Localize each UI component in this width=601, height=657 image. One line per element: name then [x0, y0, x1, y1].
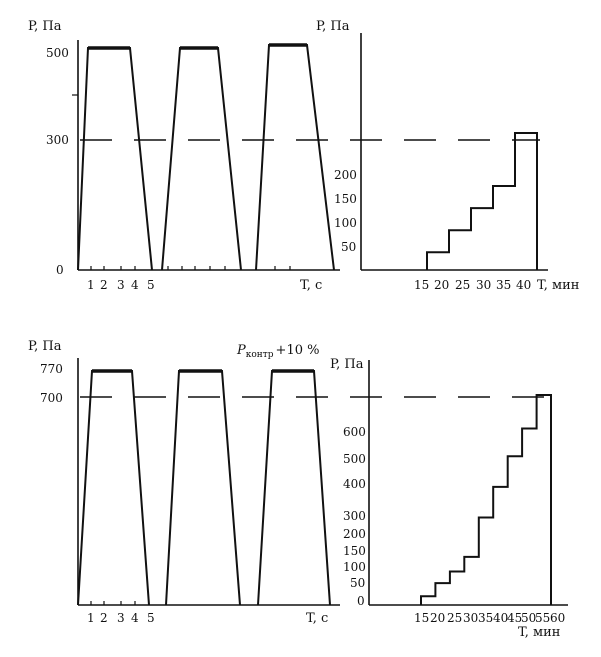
br-xtick-30: 30	[463, 611, 478, 625]
bl-annotation-sub: контр	[246, 350, 274, 360]
bl-xtick-1: 1	[87, 611, 95, 625]
tl-x-tick-marks	[90, 266, 291, 270]
bl-annotation-tail: +10 %	[276, 343, 320, 358]
br-step-line	[420, 394, 552, 605]
tr-ytick-150: 150	[334, 192, 357, 206]
br-xtick-60: 60	[550, 611, 565, 625]
tr-ytick-100: 100	[334, 216, 357, 230]
tr-xtick-30: 30	[476, 278, 491, 292]
bl-xtick-3: 3	[117, 611, 125, 625]
bl-x-tick-labels: 1 2 3 4 5	[87, 611, 155, 625]
tl-cycle-1	[77, 47, 153, 271]
tl-xtick-3: 3	[117, 278, 125, 292]
tl-x-tick-labels: 1 2 3 4 5	[87, 278, 155, 292]
tl-ylabel: P, Па	[28, 19, 62, 34]
br-xtick-25: 25	[447, 611, 462, 625]
br-ytick-200: 200	[343, 527, 366, 541]
tl-cycle-3	[255, 44, 335, 271]
bl-ytick-770: 770	[40, 362, 63, 376]
tr-xtick-15: 15	[414, 278, 429, 292]
bl-xtick-2: 2	[100, 611, 108, 625]
tr-xtick-40: 40	[516, 278, 531, 292]
tl-cycle-2	[161, 47, 242, 271]
tr-ytick-200: 200	[334, 168, 357, 182]
panel-bottom-right: P, Па T, мин 600 500 400 300 200 150 100…	[330, 357, 568, 640]
bl-xtick-4: 4	[131, 611, 139, 625]
br-y-tick-labels: 600 500 400 300 200 150 100 50 0	[343, 425, 366, 608]
tl-xtick-4: 4	[131, 278, 139, 292]
br-ylabel: P, Па	[330, 357, 364, 372]
br-x-tick-labels: 15 20 25 30 35 40 45 50 55 60	[414, 611, 565, 625]
panel-bottom-left: P, Па T, с Pконтр +10 % 770 700 1 2 3 4 5	[28, 339, 340, 626]
bl-cycle-1	[77, 370, 150, 606]
bl-ylabel: P, Па	[28, 339, 62, 354]
tl-xtick-5: 5	[147, 278, 155, 292]
br-ytick-600: 600	[343, 425, 366, 439]
br-xtick-20: 20	[430, 611, 445, 625]
tl-xlabel: T, с	[300, 278, 322, 293]
tr-xtick-20: 20	[434, 278, 449, 292]
tr-x-tick-labels: 15 20 25 30 35 40	[414, 278, 531, 292]
tl-xtick-2: 2	[100, 278, 108, 292]
bl-annotation-main: P	[236, 343, 246, 358]
br-ytick-150: 150	[343, 544, 366, 558]
tl-ytick-300: 300	[46, 133, 69, 147]
tl-ytick-500: 500	[46, 46, 69, 60]
tl-xtick-1: 1	[87, 278, 95, 292]
tr-ylabel: P, Па	[316, 19, 350, 34]
tr-xtick-35: 35	[496, 278, 511, 292]
panel-top-left: P, Па T, с 500 300 0 1 2 3 4 5	[28, 19, 340, 293]
bl-ytick-700: 700	[40, 391, 63, 405]
tl-y-tick-labels: 500 300 0	[46, 46, 69, 277]
tr-xtick-25: 25	[455, 278, 470, 292]
br-ytick-300: 300	[343, 509, 366, 523]
tr-xlabel: T, мин	[537, 278, 579, 293]
br-xtick-40: 40	[493, 611, 508, 625]
panel-top-right: P, Па T, мин 200 150 100 50 15 20 25 30 …	[316, 19, 579, 293]
br-xtick-50: 50	[521, 611, 536, 625]
br-xtick-35: 35	[478, 611, 493, 625]
tr-ytick-50: 50	[341, 240, 356, 254]
bl-annotation: Pконтр +10 %	[236, 343, 319, 360]
bl-x-tick-marks	[90, 601, 136, 605]
br-ytick-50: 50	[350, 576, 365, 590]
br-xtick-55: 55	[535, 611, 550, 625]
br-ytick-500: 500	[343, 452, 366, 466]
bl-y-tick-labels: 770 700	[40, 362, 63, 405]
bl-cycle-3	[257, 370, 331, 606]
bl-cycle-2	[165, 370, 241, 606]
br-ytick-100: 100	[343, 560, 366, 574]
br-xtick-45: 45	[507, 611, 522, 625]
tr-step-line	[426, 132, 538, 270]
br-ytick-400: 400	[343, 477, 366, 491]
bl-xtick-5: 5	[147, 611, 155, 625]
tr-y-tick-labels: 200 150 100 50	[334, 168, 357, 254]
br-xtick-15: 15	[414, 611, 429, 625]
br-xlabel: T, мин	[518, 625, 560, 640]
br-ytick-0: 0	[357, 594, 365, 608]
tl-ytick-0: 0	[56, 263, 64, 277]
bl-xlabel: T, с	[306, 611, 328, 626]
